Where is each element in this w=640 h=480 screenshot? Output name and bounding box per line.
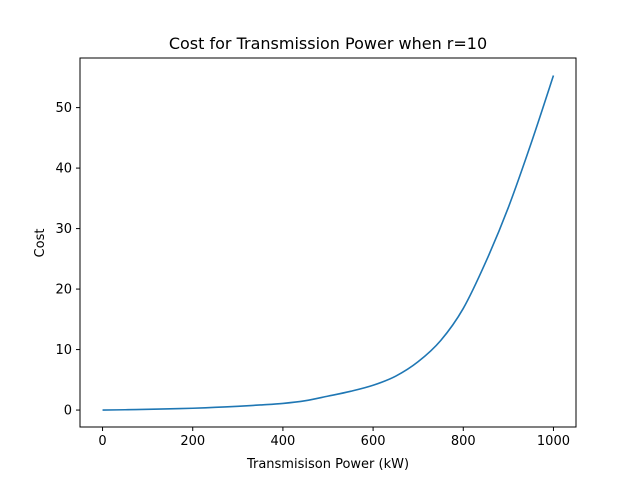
x-tick-label: 200 — [180, 434, 205, 449]
series-line — [102, 75, 555, 411]
x-axis-label: Transmisison Power (kW) — [246, 457, 409, 472]
x-tick-label: 600 — [361, 434, 386, 449]
y-tick-label: 0 — [64, 404, 72, 419]
x-tick-label: 1000 — [537, 434, 570, 449]
y-tick-label: 50 — [55, 101, 72, 116]
y-tick-label: 30 — [55, 222, 72, 237]
x-tick-label: 800 — [451, 434, 476, 449]
y-tick-label: 20 — [55, 283, 72, 298]
x-tick-label: 0 — [98, 434, 106, 449]
y-tick-label: 10 — [55, 343, 72, 358]
plot-area — [102, 75, 555, 411]
chart-title: Cost for Transmission Power when r=10 — [169, 34, 487, 53]
y-tick-label: 40 — [55, 162, 72, 177]
axes-frame — [79, 57, 577, 428]
x-tick-label: 400 — [270, 434, 295, 449]
y-axis-label: Cost — [33, 229, 48, 258]
